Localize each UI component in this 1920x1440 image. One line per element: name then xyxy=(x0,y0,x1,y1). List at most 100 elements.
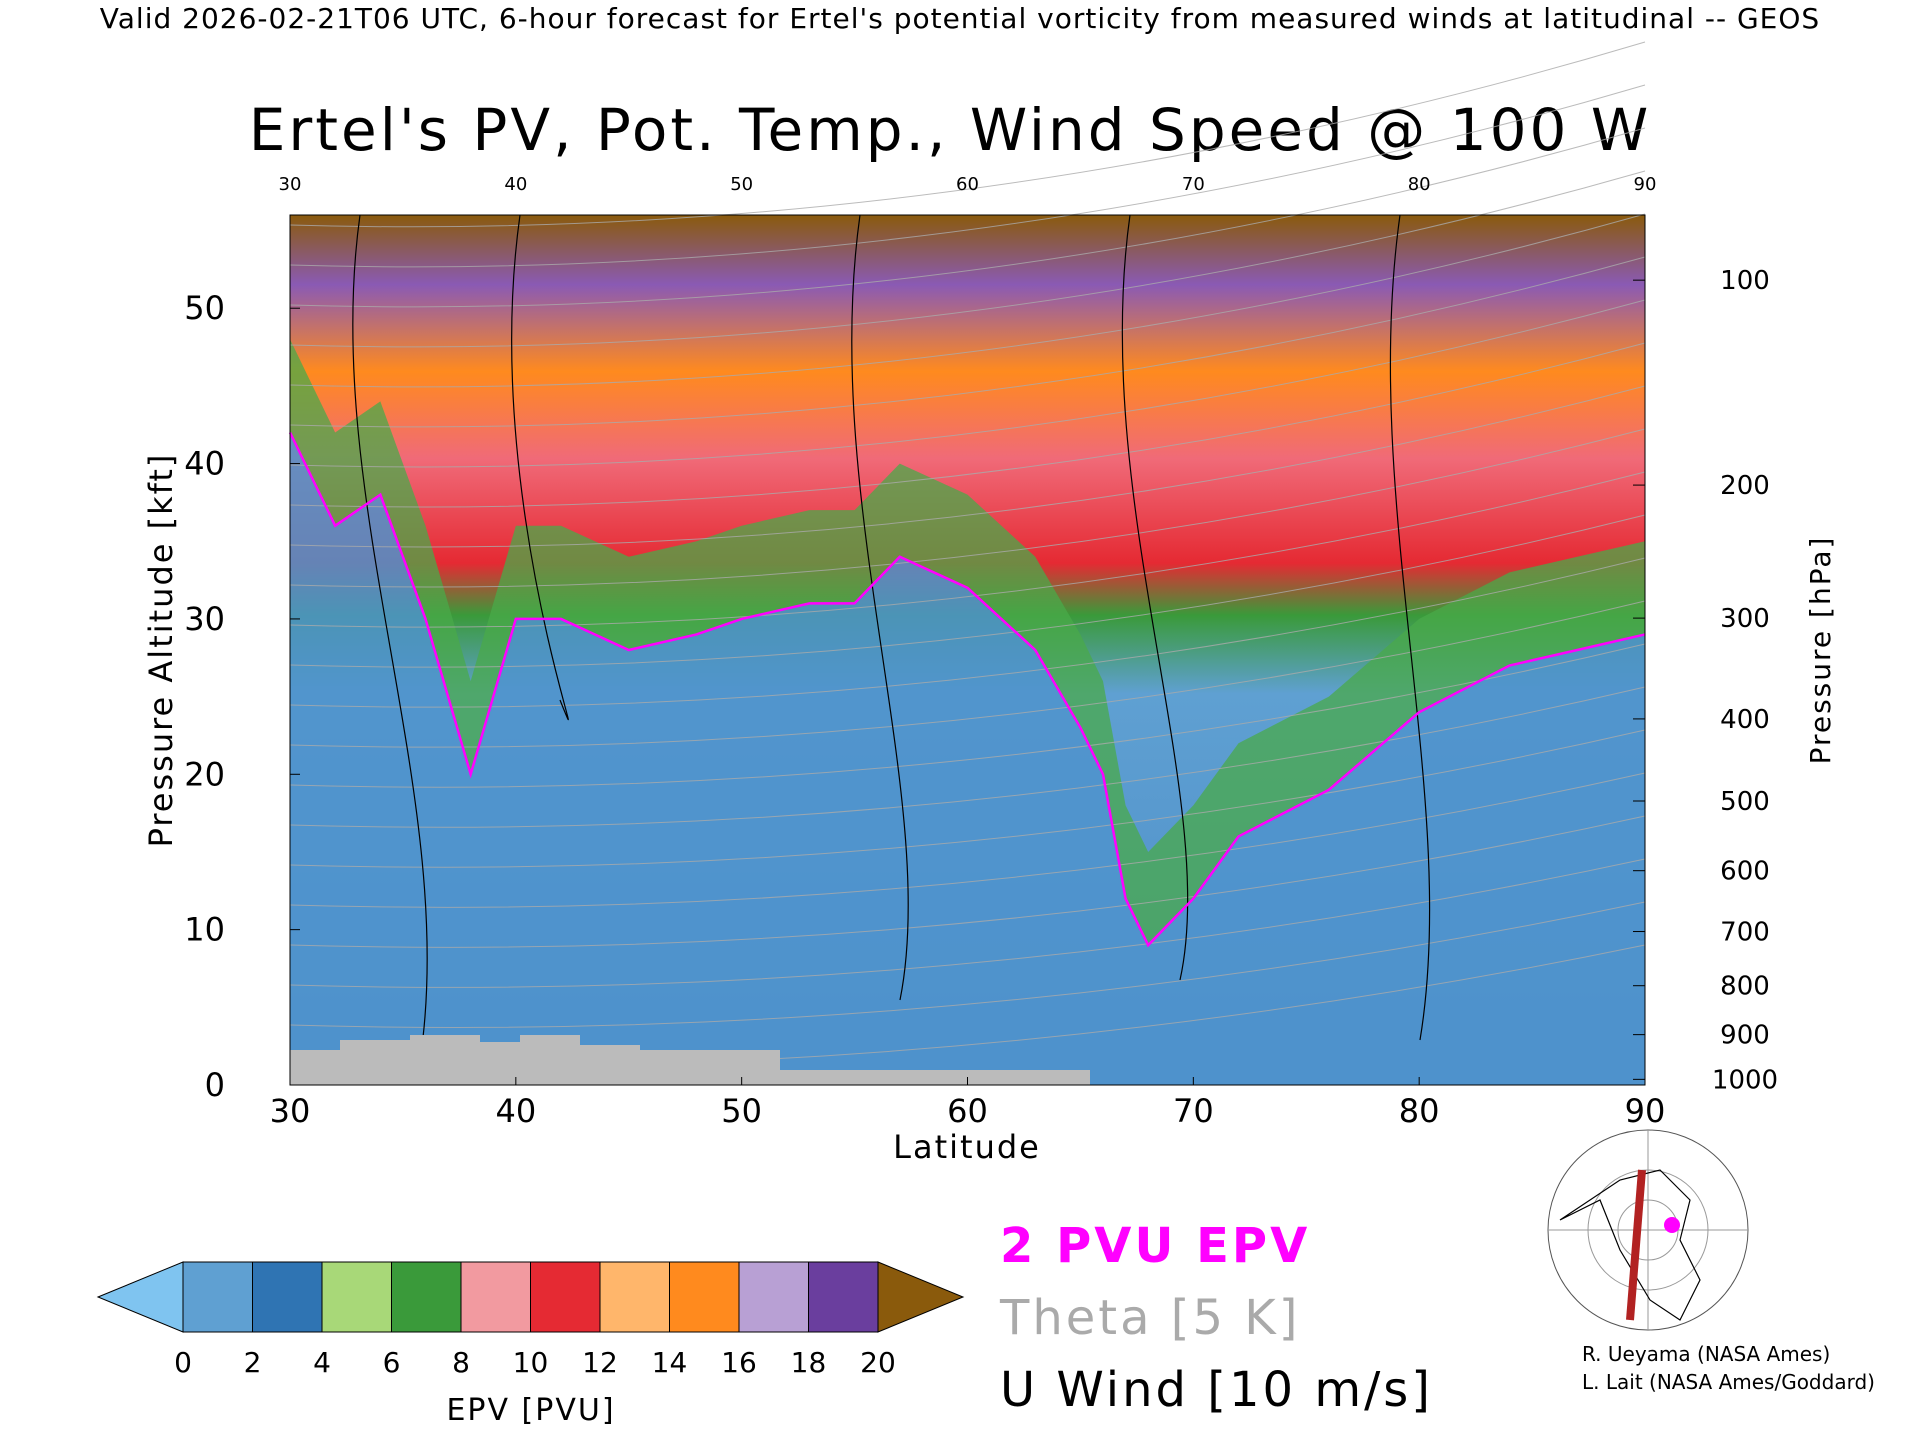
y-axis-label-left: Pressure Altitude [kft] xyxy=(142,453,180,848)
colorbar-tick-label: 16 xyxy=(721,1346,757,1379)
colorbar-tick-label: 20 xyxy=(860,1346,896,1379)
theta-line xyxy=(289,901,1646,1028)
valid-time-header: Valid 2026-02-21T06 UTC, 6-hour forecast… xyxy=(99,2,1821,35)
x-top-tick-label: 60 xyxy=(956,174,979,195)
colorbar-segment xyxy=(808,1261,879,1333)
wind-contour xyxy=(851,214,909,1001)
colorbar-segment xyxy=(599,1261,670,1333)
pressure-tick-label: 400 xyxy=(1720,705,1770,735)
theta-line xyxy=(289,342,1646,508)
y-tick-label: 30 xyxy=(184,600,225,638)
colorbar-tick-label: 6 xyxy=(383,1346,401,1379)
wind-contours xyxy=(352,214,1431,1061)
colorbar-segment xyxy=(669,1261,740,1333)
pressure-tick-label: 100 xyxy=(1720,266,1770,296)
pressure-tick-label: 900 xyxy=(1720,1021,1770,1051)
colorbar-segment xyxy=(252,1261,323,1333)
x-top-tick-label: 90 xyxy=(1634,174,1657,195)
theta-line xyxy=(289,428,1646,588)
topography xyxy=(290,1035,1090,1085)
x-tick-label: 70 xyxy=(1173,1092,1214,1130)
pressure-tick-label: 600 xyxy=(1720,857,1770,887)
wind-contour xyxy=(352,214,428,1061)
colorbar-over-arrow xyxy=(877,1261,965,1333)
wind-contour xyxy=(1389,214,1431,1041)
theta-line xyxy=(289,170,1646,348)
tropopause-2pvu-line xyxy=(288,431,1646,948)
y-tick-label: 40 xyxy=(184,445,225,483)
y-axis-label-right: Pressure [hPa] xyxy=(1804,536,1837,765)
colorbar-tick-label: 0 xyxy=(174,1346,192,1379)
x-top-tick-label: 50 xyxy=(730,174,753,195)
theta-line xyxy=(289,385,1646,548)
colorbar-segment xyxy=(182,1261,253,1333)
theta-line xyxy=(289,600,1646,748)
theta-line xyxy=(289,471,1646,628)
theta-line xyxy=(289,815,1646,948)
pressure-tick-label: 700 xyxy=(1720,918,1770,948)
credit-line-1: R. Ueyama (NASA Ames) xyxy=(1582,1342,1831,1366)
x-axis-label: Latitude xyxy=(893,1128,1041,1166)
y-tick-label: 10 xyxy=(184,911,225,949)
x-tick-label: 90 xyxy=(1625,1092,1666,1130)
pressure-tick-label: 1000 xyxy=(1712,1065,1778,1095)
x-tick-label: 40 xyxy=(495,1092,536,1130)
y-tick-label: 0 xyxy=(205,1066,225,1104)
legend-theta: Theta [5 K] xyxy=(1000,1290,1301,1346)
x-top-tick-label: 40 xyxy=(504,174,527,195)
y-tick-label: 50 xyxy=(184,289,225,327)
theta-line xyxy=(289,729,1646,868)
theta-line xyxy=(289,84,1646,268)
x-axis-top: 30 40 50 60 70 80 90 xyxy=(279,174,1657,195)
colorbar-segment xyxy=(460,1261,531,1333)
colorbar-tick-label: 14 xyxy=(652,1346,688,1379)
theta-line xyxy=(289,127,1646,308)
wind-contour xyxy=(1121,214,1189,981)
theta-line xyxy=(289,686,1646,828)
colorbar-tick-label: 8 xyxy=(452,1346,470,1379)
credit-line-2: L. Lait (NASA Ames/Goddard) xyxy=(1582,1370,1875,1394)
colorbar-segment xyxy=(321,1261,392,1333)
epv-colorbar: 0 2 4 6 8 10 12 14 16 18 20 xyxy=(96,1261,965,1379)
pressure-tick-label: 800 xyxy=(1720,972,1770,1002)
pressure-tick-label: 500 xyxy=(1720,787,1770,817)
pressure-tick-label: 200 xyxy=(1720,471,1770,501)
theta-line xyxy=(289,213,1646,388)
colorbar-tick-label: 2 xyxy=(244,1346,262,1379)
x-axis-bottom: 30 40 50 60 70 80 90 xyxy=(270,1077,1666,1130)
location-map-inset xyxy=(1547,1129,1749,1331)
legend-wind: U Wind [10 m/s] xyxy=(1000,1362,1434,1418)
theta-line xyxy=(289,514,1646,668)
x-tick-label: 80 xyxy=(1399,1092,1440,1130)
pressure-tick-label: 300 xyxy=(1720,604,1770,634)
chart-title: Ertel's PV, Pot. Temp., Wind Speed @ 100… xyxy=(248,96,1652,164)
x-tick-label: 60 xyxy=(947,1092,988,1130)
colorbar-tick-label: 18 xyxy=(791,1346,827,1379)
colorbar-tick-label: 12 xyxy=(582,1346,618,1379)
x-top-tick-label: 30 xyxy=(279,174,302,195)
colorbar-segment xyxy=(738,1261,809,1333)
legend-epv: 2 PVU EPV xyxy=(1000,1218,1311,1274)
stratosphere-green-band xyxy=(290,339,1645,946)
colorbar-segment xyxy=(391,1261,462,1333)
x-tick-label: 50 xyxy=(721,1092,762,1130)
theta-line xyxy=(289,858,1646,988)
colorbar-tick-label: 10 xyxy=(513,1346,549,1379)
colorbar-segment xyxy=(530,1261,601,1333)
theta-line xyxy=(289,557,1646,708)
y-axis-right: 100 200 300 400 500 600 700 800 900 1000 xyxy=(1633,266,1778,1095)
theta-line xyxy=(289,299,1646,468)
colorbar-tick-label: 4 xyxy=(313,1346,331,1379)
colorbar-label: EPV [PVU] xyxy=(446,1393,615,1428)
theta-line xyxy=(289,643,1646,788)
x-top-tick-label: 80 xyxy=(1408,174,1431,195)
x-top-tick-label: 70 xyxy=(1182,174,1205,195)
colorbar-under-arrow xyxy=(96,1261,184,1333)
wind-contour xyxy=(511,214,569,721)
x-tick-label: 30 xyxy=(270,1092,311,1130)
y-tick-label: 20 xyxy=(184,755,225,793)
y-axis-left: 0 10 20 30 40 50 xyxy=(184,289,300,1104)
theta-contours xyxy=(289,41,1646,1068)
theta-line xyxy=(289,256,1646,428)
